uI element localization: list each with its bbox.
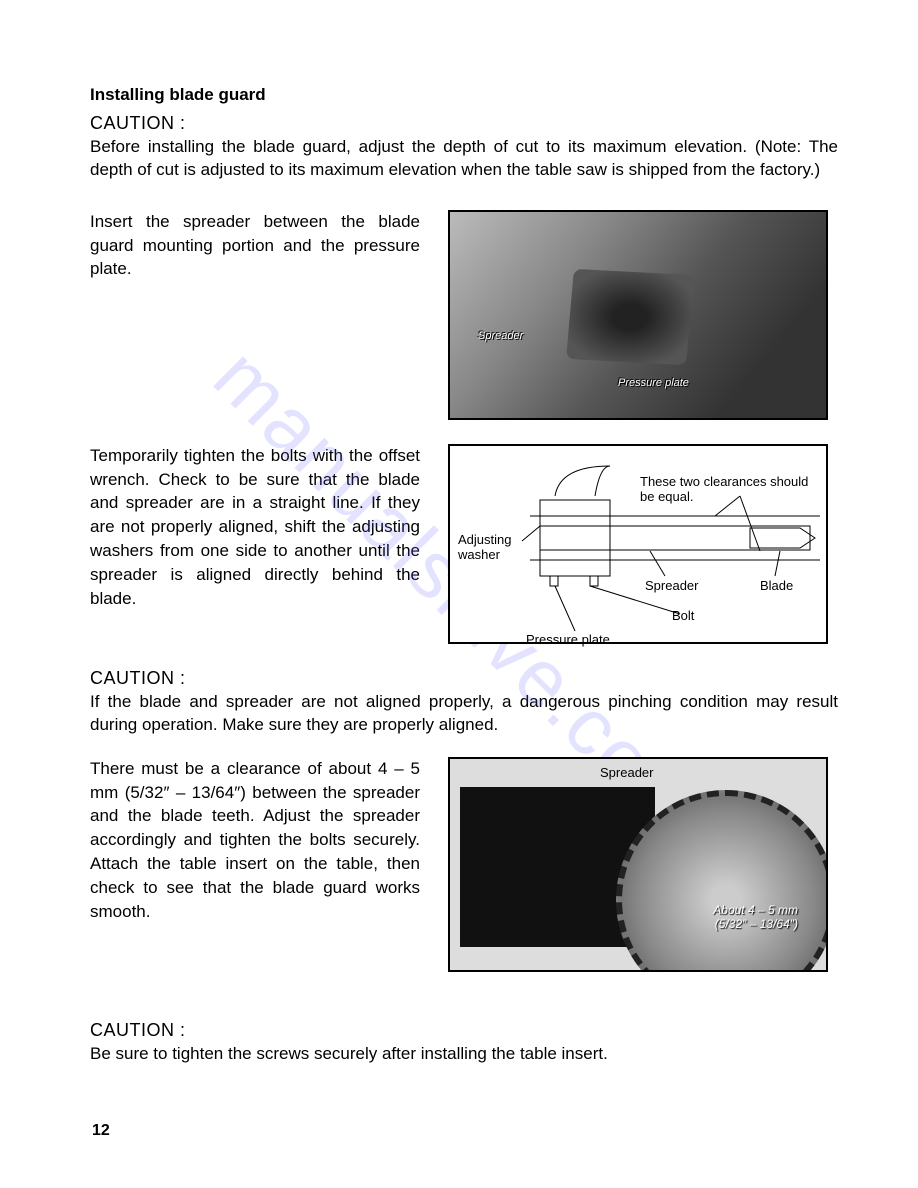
caution-3-block: CAUTION : Be sure to tighten the screws … — [90, 1020, 838, 1066]
photo3-blade-circle — [616, 790, 828, 972]
step-2-text: Temporarily tighten the bolts with the o… — [90, 444, 420, 611]
photo1-pressure-plate-label: Pressure plate — [618, 377, 689, 389]
diag2-pplate-label: Pressure plate — [526, 632, 610, 647]
diag2-blade-label: Blade — [760, 578, 793, 593]
photo-1: Spreader Pressure plate — [448, 210, 828, 420]
figure-1: Spreader Pressure plate — [448, 210, 838, 420]
photo3-clearance-label: About 4 – 5 mm (5/32″ – 13/64″) — [713, 903, 798, 932]
photo1-spreader-label: Spreader — [478, 330, 523, 342]
diag2-bolt-label: Bolt — [672, 608, 694, 623]
step-3-row: There must be a clearance of about 4 – 5… — [90, 757, 838, 972]
step-3-text: There must be a clearance of about 4 – 5… — [90, 757, 420, 924]
diag2-adjwasher-label: Adjusting washer — [458, 532, 520, 563]
figure-3: Spreader About 4 – 5 mm (5/32″ – 13/64″) — [448, 757, 838, 972]
intro-text: Before installing the blade guard, adjus… — [90, 136, 838, 182]
caution-2-text: If the blade and spreader are not aligne… — [90, 691, 838, 737]
caution-3-text: Be sure to tighten the screws securely a… — [90, 1043, 838, 1066]
step-1-text: Insert the spreader between the blade gu… — [90, 210, 420, 281]
photo3-about-text: About 4 – 5 mm — [713, 903, 798, 917]
caution-label-3: CAUTION : — [90, 1020, 838, 1041]
section-title: Installing blade guard — [90, 85, 838, 105]
diag2-clearance-label: These two clearances should be equal. — [640, 474, 810, 505]
photo3-inch-text: (5/32″ – 13/64″) — [715, 917, 798, 931]
figure-2: These two clearances should be equal. Ad… — [448, 444, 838, 644]
step-1-row: Insert the spreader between the blade gu… — [90, 210, 838, 420]
diag2-spreader-label: Spreader — [645, 578, 698, 593]
caution-label-2: CAUTION : — [90, 668, 838, 689]
page-number: 12 — [92, 1122, 110, 1140]
photo3-spreader-label: Spreader — [600, 765, 653, 780]
step-2-row: Temporarily tighten the bolts with the o… — [90, 444, 838, 644]
caution-label-1: CAUTION : — [90, 113, 838, 134]
diagram-2: These two clearances should be equal. Ad… — [448, 444, 828, 644]
caution-2-block: CAUTION : If the blade and spreader are … — [90, 668, 838, 737]
photo-3: Spreader About 4 – 5 mm (5/32″ – 13/64″) — [448, 757, 828, 972]
